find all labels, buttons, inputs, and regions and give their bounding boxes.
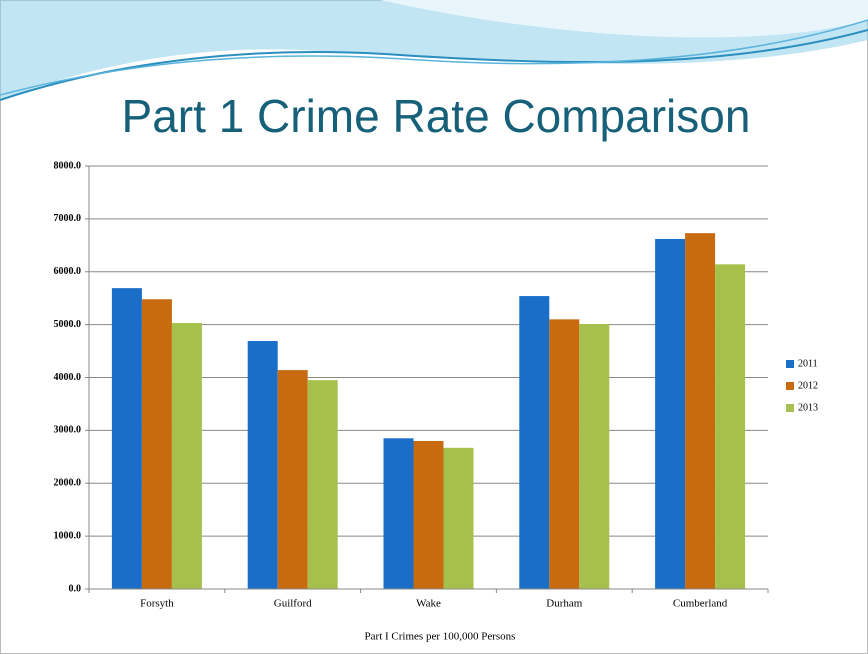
y-tick-label: 3000.0 bbox=[54, 425, 82, 436]
bar bbox=[549, 319, 580, 589]
bar bbox=[413, 440, 444, 589]
bar bbox=[141, 299, 172, 589]
bar bbox=[383, 438, 414, 589]
bar bbox=[171, 323, 202, 589]
x-tick-label: Cumberland bbox=[673, 598, 728, 610]
bar bbox=[443, 447, 474, 589]
bar bbox=[715, 264, 746, 589]
legend-label: 2012 bbox=[798, 380, 818, 391]
y-tick-label: 1000.0 bbox=[54, 530, 82, 541]
y-tick-label: 0.0 bbox=[69, 583, 82, 594]
bar bbox=[277, 370, 308, 589]
x-tick-label: Wake bbox=[416, 598, 441, 610]
legend-swatch bbox=[786, 360, 794, 368]
bar bbox=[685, 233, 716, 589]
x-tick-label: Durham bbox=[546, 598, 582, 610]
bar bbox=[247, 341, 278, 589]
y-tick-label: 2000.0 bbox=[54, 478, 82, 489]
y-tick-label: 8000.0 bbox=[54, 160, 82, 171]
y-tick-label: 7000.0 bbox=[54, 213, 82, 224]
legend-label: 2013 bbox=[798, 402, 818, 413]
legend-swatch bbox=[786, 382, 794, 390]
chart-title: Part 1 Crime Rate Comparison bbox=[122, 90, 751, 142]
bar bbox=[579, 324, 610, 589]
header-decoration bbox=[0, 0, 868, 101]
bar bbox=[111, 288, 142, 589]
x-axis-title: Part I Crimes per 100,000 Persons bbox=[365, 631, 516, 643]
bar bbox=[655, 238, 686, 589]
y-tick-label: 6000.0 bbox=[54, 266, 82, 277]
bar bbox=[307, 380, 338, 589]
bar bbox=[519, 296, 550, 589]
x-tick-label: Forsyth bbox=[140, 598, 174, 610]
legend-swatch bbox=[786, 404, 794, 412]
legend-label: 2011 bbox=[798, 358, 818, 369]
y-tick-label: 5000.0 bbox=[54, 319, 82, 330]
x-tick-label: Guilford bbox=[274, 598, 312, 610]
y-tick-label: 4000.0 bbox=[54, 372, 82, 383]
